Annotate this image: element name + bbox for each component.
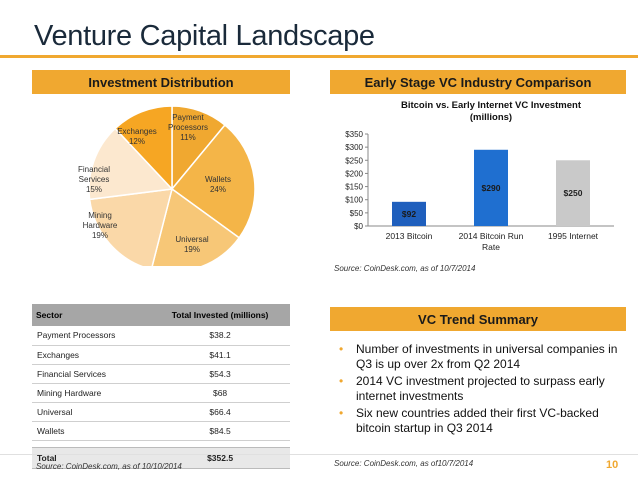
page-number: 10 [606, 459, 619, 471]
bullet-text: 2014 VC investment projected to surpass … [356, 374, 605, 403]
table-row: Mining Hardware $68 [32, 383, 290, 403]
pie-slice-label: Universal 19% [175, 235, 209, 254]
bar [556, 160, 590, 226]
investment-pie-chart: Payment Processors 11% Wallets 24% Universal 1… [78, 105, 256, 266]
bar-chart-title: Bitcoin vs. Early Internet VC Investment… [401, 100, 582, 123]
y-tick-label: $150 [345, 183, 363, 192]
table-cell-sector: Wallets [32, 421, 151, 441]
bar-data-label: $92 [402, 209, 416, 219]
sector-table: Sector Total Invested (millions) Payment… [32, 304, 290, 469]
table-header-row: Sector Total Invested (millions) [32, 304, 290, 326]
table-row: Financial Services $54.3 [32, 364, 290, 384]
table-cell-total: $54.3 [150, 364, 290, 384]
table-row: Universal $66.4 [32, 402, 290, 422]
table-spacer [32, 440, 290, 447]
table-header-total: Total Invested (millions) [150, 304, 290, 326]
pie-slice-label: Mining Hardware 19% [83, 211, 118, 240]
bar-chart-source: Source: CoinDesk.com, as of 10/7/2014 [334, 264, 476, 273]
table-source: Source: CoinDesk.com, as of 10/10/2014 [36, 462, 182, 471]
table-header-sector: Sector [32, 304, 151, 326]
bar [474, 149, 508, 226]
x-tick-label: 2014 Bitcoin Run Rate [459, 231, 524, 252]
bullet-icon: • [339, 342, 344, 356]
table-row: Wallets $84.5 [32, 421, 290, 441]
y-tick-label: $0 [354, 222, 363, 231]
y-tick-label: $350 [345, 130, 363, 139]
list-item: • Six new countries added their first VC… [336, 406, 626, 436]
trend-source: Source: CoinDesk.com, as of10/7/2014 [334, 459, 474, 468]
pie-slice [151, 187, 241, 266]
investment-distribution-header: Investment Distribution [32, 70, 290, 94]
pie-slice [170, 123, 256, 239]
bullet-text: Number of investments in universal compa… [356, 342, 618, 371]
title-underline [0, 55, 638, 58]
list-item: • 2014 VC investment projected to surpas… [336, 374, 626, 404]
table-cell-sector: Universal [32, 402, 151, 422]
bullet-icon: • [339, 406, 344, 420]
list-item: • Number of investments in universal com… [336, 342, 626, 372]
bullet-text: Six new countries added their first VC-b… [356, 406, 599, 435]
table-cell-sector: Exchanges [32, 345, 151, 365]
vc-comparison-header: Early Stage VC Industry Comparison [330, 70, 626, 94]
pie-slice [88, 127, 174, 201]
bar-data-label: $250 [564, 188, 583, 198]
bar-data-label: $290 [482, 183, 501, 193]
y-tick-label: $250 [345, 156, 363, 165]
table-cell-total: $66.4 [150, 402, 290, 422]
y-tick-label: $200 [345, 169, 363, 178]
table-cell-sector: Payment Processors [32, 326, 151, 346]
table-cell-total: $68 [150, 383, 290, 403]
table-cell-total: $84.5 [150, 421, 290, 441]
pie-slice [114, 105, 173, 191]
table-cell-total: $38.2 [150, 326, 290, 346]
table-total-row: Total $352.5 [32, 446, 290, 469]
table-total-value: $352.5 [150, 446, 290, 469]
table-total-label: Total [32, 446, 151, 469]
pie-slice-label: Exchanges 12% [117, 127, 157, 146]
table-cell-total: $41.1 [150, 345, 290, 365]
table-row: Exchanges $41.1 [32, 345, 290, 365]
y-tick-label: $100 [345, 196, 363, 205]
pie-slice [88, 188, 174, 266]
y-tick-label: $300 [345, 143, 363, 152]
table-cell-sector: Mining Hardware [32, 383, 151, 403]
x-tick-label: 2013 Bitcoin [386, 231, 433, 241]
page-title: Venture Capital Landscape [34, 20, 375, 52]
bullet-icon: • [339, 374, 344, 388]
pie-slice-label: Wallets 24% [205, 175, 231, 194]
footer-divider [0, 454, 638, 455]
pie-slice-label: Financial Services 15% [78, 165, 110, 194]
trend-bullet-list: • Number of investments in universal com… [336, 342, 626, 438]
y-tick-label: $50 [350, 209, 364, 218]
table-row: Payment Processors $38.2 [32, 326, 290, 346]
table-cell-sector: Financial Services [32, 364, 151, 384]
vc-comparison-bar-chart: Bitcoin vs. Early Internet VC Investment… [345, 100, 614, 252]
x-tick-label: 1995 Internet [548, 231, 599, 241]
pie-slice-label: Payment Processors 11% [168, 113, 208, 142]
bar [392, 201, 426, 226]
vc-trend-header: VC Trend Summary [330, 307, 626, 331]
